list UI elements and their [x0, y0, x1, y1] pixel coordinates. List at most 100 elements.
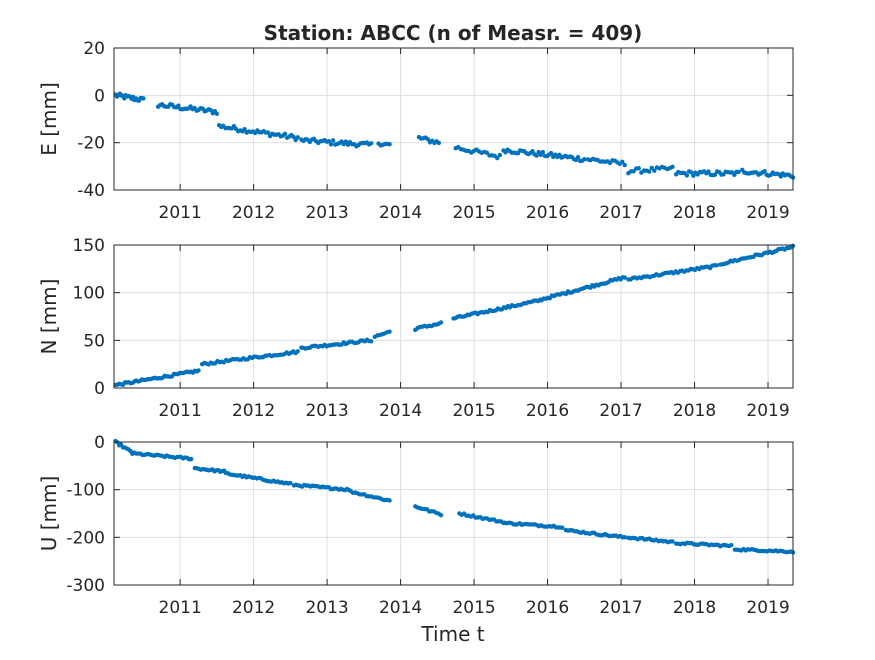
subplot-u-xtick-label: 2016: [526, 598, 569, 618]
subplot-u-ytick-label: -100: [66, 481, 105, 501]
subplot-e-point: [762, 169, 767, 174]
subplot-u-xtick-label: 2019: [746, 598, 789, 618]
subplot-n-ytick-label: 100: [73, 284, 105, 304]
subplot-e-plot-area: [114, 48, 793, 190]
subplot-n-xtick-label: 2013: [305, 401, 348, 421]
subplot-e-ytick-label: 20: [83, 39, 105, 59]
subplot-e-frame: [113, 47, 794, 191]
subplot-e-point: [706, 169, 711, 174]
subplot-u-xtick-label: 2013: [305, 598, 348, 618]
subplot-e-xtick-label: 2017: [599, 203, 642, 223]
subplot-u-point: [387, 498, 392, 503]
subplot-u-point: [188, 456, 194, 462]
subplot-e-xtick-label: 2019: [746, 203, 789, 223]
subplot-n-xtick-label: 2012: [232, 401, 275, 421]
subplot-e-point: [540, 149, 546, 155]
subplot-e-point: [387, 141, 392, 147]
subplot-e-points: [113, 91, 796, 180]
subplot-n-frame: [113, 244, 794, 389]
subplot-u: 2011 2012 2013 2014 2015 2016 2017 2018 2019 -300…: [37, 433, 796, 618]
subplot-u-ticks: 2011 2012 2013 2014 2015 2016 2017 2018 2019 -300…: [66, 433, 793, 618]
subplot-u-xtick-label: 2018: [673, 598, 716, 618]
subplot-e-point: [369, 141, 374, 146]
subplot-n-xtick-label: 2017: [599, 401, 642, 421]
subplot-e-point: [330, 138, 336, 143]
subplot-n-xtick-label: 2015: [452, 401, 495, 421]
subplot-e-point: [530, 148, 535, 154]
subplot-n-ytick-label: 150: [73, 236, 105, 256]
subplot-e-ticks: 2011 2012 2013 2014 2015 2016 2017 2018 2019 -40 -…: [77, 39, 793, 223]
subplot-n-points: [113, 243, 796, 388]
subplot-n-xtick-label: 2018: [673, 401, 716, 421]
subplot-e-ylabel: E [mm]: [37, 82, 61, 156]
subplot-e-point: [328, 142, 334, 147]
subplot-n-ytick-label: 50: [83, 331, 105, 351]
subplot-e-point: [291, 134, 296, 139]
subplot-e-xtick-label: 2016: [526, 203, 569, 223]
x-axis-label: Time t: [420, 622, 484, 646]
subplot-e-ytick-label: -20: [77, 134, 105, 154]
chart-title: Station: ABCC (n of Measr. = 409): [264, 21, 643, 45]
subplot-u-ytick-label: -200: [66, 528, 105, 548]
subplot-e-point: [670, 164, 675, 170]
subplot-n-xtick-label: 2016: [526, 401, 569, 421]
subplot-e-point: [295, 135, 300, 140]
subplot-u-point: [560, 525, 565, 530]
subplot-e-point: [778, 174, 784, 179]
subplot-e-point: [497, 152, 502, 158]
subplot-e-point: [425, 136, 430, 142]
subplot-e-xtick-label: 2011: [159, 203, 202, 223]
subplot-u-point: [622, 535, 627, 540]
subplot-e-point: [689, 170, 694, 175]
subplot-e-point: [176, 103, 181, 108]
subplot-u-ylabel: U [mm]: [37, 476, 61, 552]
subplot-e-point: [282, 131, 288, 137]
subplot-u-xtick-label: 2014: [379, 598, 422, 618]
subplot-e-point: [242, 126, 247, 132]
subplot-u-frame: [113, 441, 794, 586]
subplot-e-point: [712, 172, 718, 177]
subplot-u-point: [438, 513, 444, 518]
subplot-e-point: [636, 166, 641, 171]
subplot-e-point: [646, 169, 652, 174]
subplot-e-xtick-label: 2015: [452, 203, 495, 223]
subplot-e-point: [484, 150, 490, 155]
subplot-u-points: [113, 438, 796, 555]
subplot-e-point: [343, 139, 349, 144]
subplot-n-xtick-label: 2019: [746, 401, 789, 421]
subplot-u-xtick-label: 2011: [159, 598, 202, 618]
subplot-u-xtick-label: 2012: [232, 598, 275, 618]
subplot-n-point: [438, 320, 444, 325]
subplot-u-point: [288, 480, 293, 486]
subplot-n-ytick-label: 0: [94, 379, 105, 399]
subplot-e-ytick-label: -40: [77, 181, 105, 201]
subplot-e-point: [620, 159, 625, 165]
subplot-u-point: [729, 542, 734, 548]
subplot-e-point: [495, 155, 500, 161]
subplot-n-point: [369, 339, 374, 344]
subplot-u-xtick-label: 2017: [599, 598, 642, 618]
subplot-n-ticks: 2011 2012 2013 2014 2015 2016 2017 2018 2019 0 50 1…: [73, 236, 793, 421]
subplot-e-point: [548, 150, 554, 156]
subplot-n-point: [714, 263, 719, 268]
subplot-n-ylabel: N [mm]: [37, 279, 61, 355]
subplot-e-point: [141, 96, 146, 101]
subplot-e-point: [534, 153, 539, 158]
subplot-e-point: [736, 169, 741, 175]
subplot-e-point: [214, 111, 220, 117]
subplot-e-point: [582, 157, 587, 162]
subplot-u-point: [670, 539, 675, 544]
subplot-e-point: [265, 130, 271, 135]
subplot-e-xtick-label: 2018: [673, 203, 716, 223]
subplot-n-point: [387, 329, 392, 334]
subplot-e-point: [436, 140, 441, 146]
subplot-n-xtick-label: 2014: [379, 401, 422, 421]
subplot-u-plot-area: [114, 442, 793, 585]
subplot-n-xtick-label: 2011: [159, 401, 202, 421]
subplot-e-xtick-label: 2014: [379, 203, 422, 223]
subplot-u-ytick-label: 0: [94, 433, 105, 453]
subplot-u-xtick-label: 2015: [452, 598, 495, 618]
subplot-e-xtick-label: 2012: [232, 203, 275, 223]
